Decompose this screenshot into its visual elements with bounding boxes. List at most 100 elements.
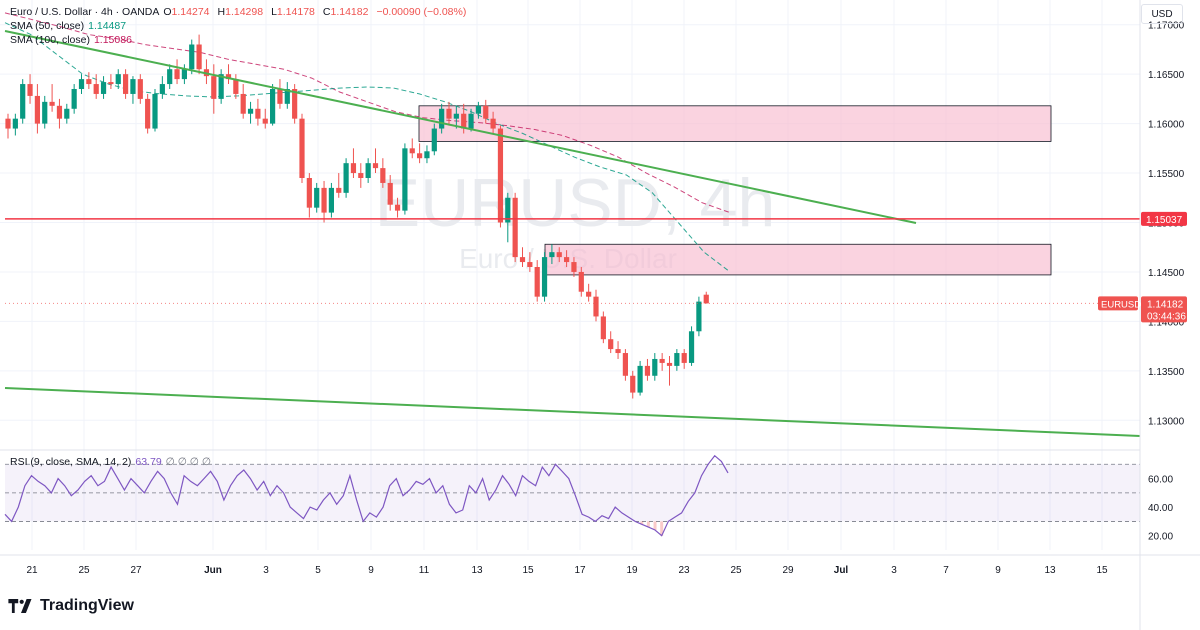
time-axis[interactable]: 21 25 27 Jun 3 5 9 11 13 15 17 19 23 25 29 Jul 3 7 9 13 15 [0, 554, 1200, 576]
candle-body [145, 98, 151, 129]
time-tick-label: 3 [263, 565, 269, 576]
candle-body [608, 339, 614, 350]
time-tick-label: 25 [730, 565, 742, 576]
candle [42, 95, 48, 129]
candle-body [409, 148, 415, 154]
candle-body [42, 101, 48, 124]
candle-body [659, 358, 665, 363]
candle-body [497, 128, 504, 223]
rsi-tick-label: 20.00 [1148, 532, 1173, 543]
time-tick-label: 9 [368, 565, 374, 576]
time-tick-label: 11 [419, 565, 430, 576]
candle-body [247, 108, 254, 114]
time-tick-label: 29 [782, 565, 794, 576]
candle-body [527, 262, 533, 267]
rsi-label: RSI (9, close, SMA, 14, 2) [10, 456, 132, 468]
candle [123, 69, 129, 99]
candle-body [277, 89, 283, 104]
candle [417, 143, 423, 164]
currency-button[interactable]: USD [1141, 4, 1183, 24]
symbol-badge-label: EURUSD [1101, 299, 1141, 310]
candle-body [622, 353, 628, 376]
candle [240, 84, 246, 119]
price-tick-label: 1.14000 [1148, 317, 1185, 328]
candle [358, 163, 364, 188]
candle [299, 113, 305, 183]
sma100-legend[interactable]: SMA (100, close) 1.15086 [10, 34, 136, 47]
rsi-legend[interactable]: RSI (9, close, SMA, 14, 2) 63.79 ∅ ∅ ∅ ∅ [10, 456, 215, 469]
candle-body [49, 101, 55, 106]
candle-body [417, 153, 423, 159]
candle [402, 143, 408, 215]
candle-body [314, 187, 320, 208]
sma50-legend[interactable]: SMA (50, close) 1.14487 [10, 20, 130, 33]
candle [586, 283, 592, 302]
candle-body [86, 79, 92, 85]
candle [468, 108, 474, 132]
candle [549, 244, 555, 265]
candle-body [556, 252, 562, 258]
candle [203, 59, 210, 85]
candle [292, 84, 298, 124]
candle-body [299, 118, 305, 178]
candle-body [446, 108, 452, 119]
candle-body [402, 148, 408, 211]
sma100-value: 1.15086 [93, 34, 132, 46]
candle [218, 69, 224, 104]
candle-body [167, 69, 173, 85]
ohlc-close: C1.14182 [322, 6, 369, 18]
candle [593, 289, 599, 322]
candle [497, 125, 504, 228]
candle [696, 296, 702, 337]
candle [152, 89, 158, 132]
candle [571, 257, 577, 277]
candle-body [20, 84, 26, 119]
horizontal-level[interactable] [5, 218, 1140, 304]
candle [541, 252, 548, 302]
candlestick-series[interactable] [5, 34, 709, 399]
candle [703, 291, 709, 304]
rsi-panel[interactable]: 60.00 40.00 20.00 [0, 449, 1173, 543]
symbol-title: Euro / U.S. Dollar · 4h · OANDA [10, 6, 160, 18]
candle [446, 101, 452, 126]
trendlines[interactable] [4, 30, 1141, 437]
candle [115, 69, 121, 89]
supply-zones[interactable] [418, 105, 1052, 276]
candle-body [123, 74, 129, 94]
candle [277, 79, 283, 109]
watermark-symbol: EURUSD, 4h [375, 165, 776, 241]
rsi-value: 63.79 [135, 456, 162, 468]
candle-body [181, 69, 187, 80]
time-tick-label: 17 [574, 565, 586, 576]
candle [630, 370, 636, 399]
price-axis[interactable]: 1.170001.165001.160001.155001.150001.145… [1098, 0, 1187, 630]
candle [490, 111, 496, 134]
candle [86, 72, 92, 89]
sma100-label: SMA (100, close) [10, 34, 90, 46]
candle-body [534, 267, 540, 297]
tradingview-logo[interactable]: TradingView [8, 597, 134, 615]
candle [314, 182, 320, 213]
ohlc-open: O1.14274 [163, 6, 210, 18]
ohlc-low: L1.14178 [271, 6, 315, 18]
candle-body [424, 151, 430, 159]
supply-zone [418, 105, 1052, 142]
candle-body [505, 197, 511, 223]
candle-body [586, 291, 592, 297]
candle-body [431, 128, 437, 152]
last-price-label: 1.14182 [1147, 299, 1184, 310]
candle-body [27, 84, 33, 96]
candle [20, 79, 26, 124]
candle-body [218, 74, 224, 99]
candle-body [284, 89, 290, 104]
candle-body [306, 178, 312, 208]
candle-body [100, 82, 107, 94]
candle [505, 192, 511, 243]
candle [556, 247, 562, 263]
time-tick-label: 15 [1096, 565, 1108, 576]
candle [534, 260, 540, 302]
symbol-legend[interactable]: Euro / U.S. Dollar · 4h · OANDA O1.14274 H… [10, 6, 470, 19]
candle [431, 123, 437, 156]
candle [233, 74, 239, 99]
